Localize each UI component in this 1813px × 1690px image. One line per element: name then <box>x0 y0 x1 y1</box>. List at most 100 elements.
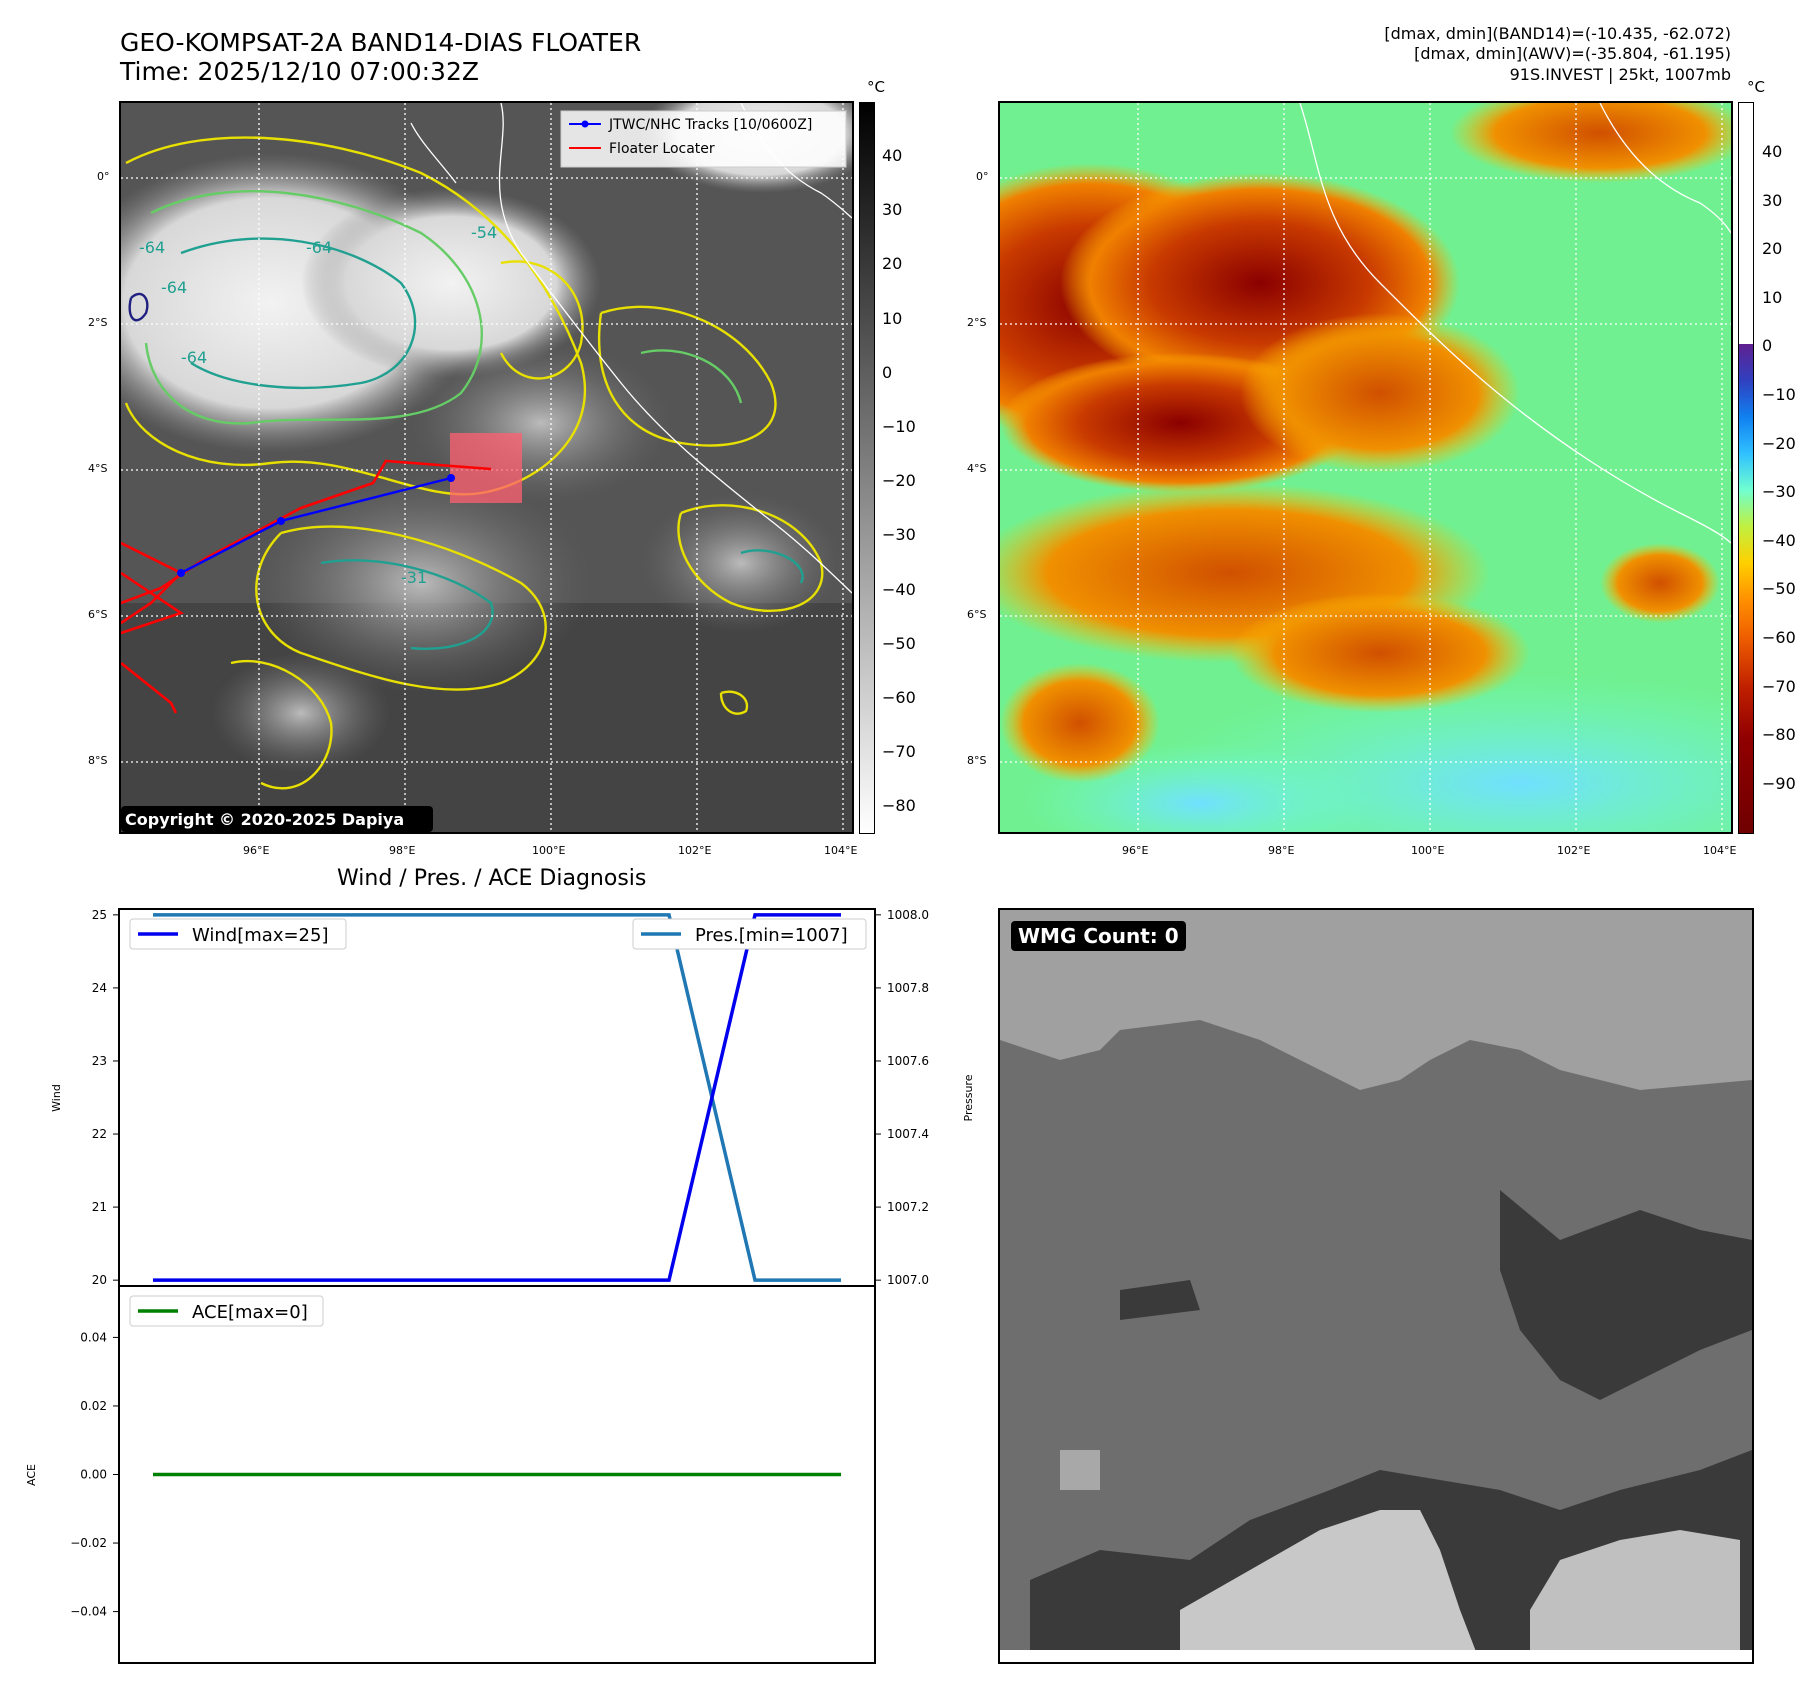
colorbar-left-tick: 40 <box>882 146 903 165</box>
figure-time: Time: 2025/12/10 07:00:32Z <box>120 57 479 86</box>
copyright-text: Copyright © 2020-2025 Dapiya <box>125 810 404 829</box>
colorbar-left-tick: 30 <box>882 200 903 220</box>
contour-label: -64 <box>181 348 207 367</box>
lat-label: 8°S <box>88 754 108 767</box>
track-point <box>447 474 455 482</box>
awv-map-panel <box>998 101 1733 834</box>
track-point <box>277 517 285 525</box>
info-awv-range: [dmax, dmin](AWV)=(-35.804, -61.195) <box>1414 44 1731 63</box>
lon-label: 98°E <box>389 844 416 857</box>
lon-label: 96°E <box>1122 844 1149 857</box>
ace-tick-label: 0.00 <box>80 1468 107 1482</box>
colorbar-left-unit: °C <box>867 78 885 96</box>
colorbar-right-tick: 30 <box>1762 190 1783 210</box>
wmg-map <box>1000 910 1752 1662</box>
contour-label: -54 <box>471 223 497 242</box>
lat-label: 0° <box>97 170 110 183</box>
ace-tick-label: −0.04 <box>70 1605 107 1619</box>
diagnosis-chart: 20 21 22 23 24 25 1007.0 1007.2 1007.4 1007.6 100… <box>25 908 975 1664</box>
wind-tick-label: 21 <box>92 1200 107 1214</box>
wind-legend: Wind[max=25] <box>129 918 347 950</box>
wind-pressure-axes <box>118 908 876 1287</box>
contour-label: -31 <box>401 568 427 587</box>
figure-title: GEO-KOMPSAT-2A BAND14-DIAS FLOATER <box>120 28 642 57</box>
lat-label: 6°S <box>88 608 108 621</box>
ace-tick-label: −0.02 <box>70 1536 107 1550</box>
lon-label: 102°E <box>678 844 712 857</box>
diagnosis-title: Wind / Pres. / ACE Diagnosis <box>337 866 647 891</box>
lon-label: 98°E <box>1268 844 1295 857</box>
pressure-legend: Pres.[min=1007] <box>632 918 867 950</box>
lat-label: 8°S <box>967 754 987 767</box>
lat-label: 0° <box>976 170 989 183</box>
ace-legend-label: ACE[max=0] <box>192 1302 308 1323</box>
colorbar-left-tick: 0 <box>882 362 893 382</box>
colorbar-right-tick: −60 <box>1762 628 1796 647</box>
pressure-tick-label: 1008.0 <box>887 908 929 922</box>
colorbar-right <box>1738 102 1754 834</box>
contour-label: -64 <box>139 238 165 257</box>
colorbar-right-tick: 10 <box>1762 287 1783 307</box>
lat-label: 2°S <box>967 316 987 329</box>
wind-tick-label: 25 <box>92 908 107 922</box>
colorbar-right-tick: −70 <box>1762 676 1796 696</box>
lon-label: 96°E <box>243 844 270 857</box>
lat-label: 6°S <box>967 608 987 621</box>
pressure-tick-label: 1007.2 <box>887 1200 929 1214</box>
colorbar-left-tick: −40 <box>882 579 916 599</box>
wmg-panel <box>998 908 1754 1664</box>
colorbar-right-tick: −40 <box>1762 530 1796 550</box>
legend-locator-label: Floater Locater <box>609 141 715 157</box>
colorbar-left-tick: −80 <box>882 796 916 816</box>
pressure-tick-label: 1007.8 <box>887 981 929 995</box>
pressure-axis-label: Pressure <box>962 1074 975 1121</box>
contour-label: -64 <box>161 278 187 297</box>
ace-legend: ACE[max=0] <box>129 1295 324 1327</box>
band14-map: -64 -64 -64 -64 -54 -31 JTWC/NHC Tracks … <box>121 103 852 832</box>
wind-tick-label: 24 <box>92 981 107 995</box>
info-storm-summary: 91S.INVEST | 25kt, 1007mb <box>1509 65 1731 84</box>
ace-tick-label: 0.04 <box>80 1330 107 1344</box>
pressure-tick-label: 1007.6 <box>887 1054 929 1068</box>
wind-series-line <box>153 913 841 1282</box>
colorbar-right-tick: 0 <box>1762 336 1773 356</box>
colorbar-left-tick: −10 <box>882 417 916 436</box>
colorbar-left-tick: −50 <box>882 633 916 653</box>
track-point <box>177 569 185 577</box>
wmg-count-badge: WMG Count: 0 <box>1011 921 1186 951</box>
contour-label: -64 <box>306 238 332 257</box>
lat-label: 4°S <box>88 462 108 475</box>
lat-label: 4°S <box>967 462 987 475</box>
map-legend: JTWC/NHC Tracks [10/0600Z] Floater Locat… <box>560 110 847 168</box>
info-band14-range: [dmax, dmin](BAND14)=(-10.435, -62.072) <box>1384 24 1731 43</box>
colorbar-left-tick: 10 <box>882 308 903 328</box>
colorbar-left-tick: 20 <box>882 254 903 274</box>
lon-label: 102°E <box>1557 844 1591 857</box>
wind-tick-label: 20 <box>92 1273 107 1287</box>
colorbar-right-unit: °C <box>1747 78 1765 96</box>
ace-axis-label: ACE <box>25 1464 38 1486</box>
wind-tick-label: 22 <box>92 1127 107 1141</box>
legend-track-label: JTWC/NHC Tracks [10/0600Z] <box>608 117 812 133</box>
colorbar-left-tick: −70 <box>882 742 916 762</box>
colorbar-right-tick: −20 <box>1762 433 1796 453</box>
colorbar-right-tick: 40 <box>1762 142 1783 161</box>
colorbar-left-tick: −20 <box>882 471 916 491</box>
lon-label: 104°E <box>1703 844 1737 857</box>
copyright-badge <box>121 806 433 832</box>
wind-axis-label: Wind <box>50 1084 63 1112</box>
lat-label: 2°S <box>88 316 108 329</box>
colorbar-right-tick: −30 <box>1762 482 1796 502</box>
colorbar-right-tick: 20 <box>1762 239 1783 259</box>
colorbar-left-tick: −30 <box>882 525 916 545</box>
awv-map <box>1000 103 1731 832</box>
pressure-tick-label: 1007.0 <box>887 1273 929 1287</box>
colorbar-right-tick: −10 <box>1762 385 1796 404</box>
pressure-series-line <box>153 913 841 1282</box>
colorbar-right-tick: −80 <box>1762 725 1796 745</box>
lon-label: 100°E <box>532 844 566 857</box>
lon-label: 100°E <box>1411 844 1445 857</box>
wind-tick-label: 23 <box>92 1054 107 1068</box>
wind-legend-label: Wind[max=25] <box>192 925 329 946</box>
ace-tick-label: 0.02 <box>80 1399 107 1413</box>
